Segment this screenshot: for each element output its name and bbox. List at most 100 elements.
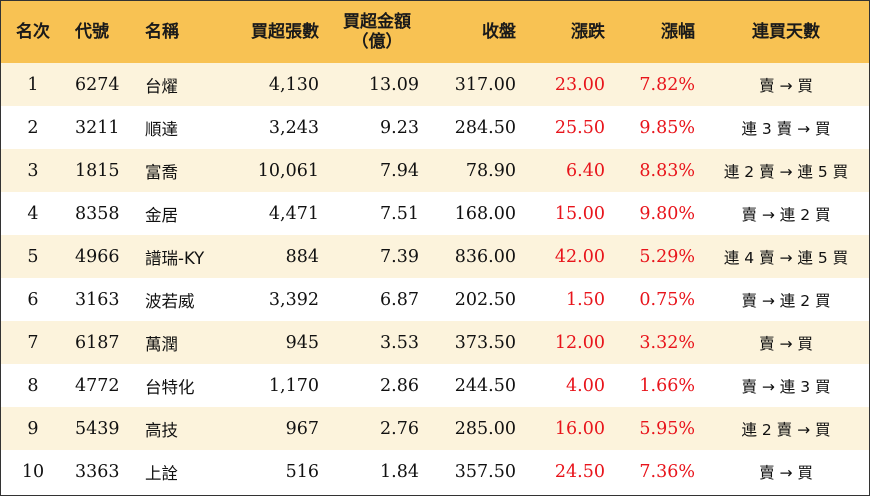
header-name: 名稱: [145, 22, 179, 42]
cell-close: 168.00: [454, 203, 516, 224]
cell-net-amount: 7.39: [380, 246, 419, 267]
cell-name: 台燿: [145, 76, 178, 96]
header-net-amount-line2: （億）: [351, 32, 403, 52]
header-net-amount: 買超金額 （億）: [327, 1, 427, 63]
cell-net-amount: 7.51: [380, 203, 419, 224]
cell-net-lots: 4,471: [268, 203, 319, 224]
cell-rank: 10: [21, 461, 45, 482]
cell-streak: 賣 → 連 3 買: [741, 377, 831, 396]
cell-net-lots: 3,392: [268, 289, 319, 310]
table-row: 9 5439 高技 967 2.76 285.00 16.00 5.95% 連 2 賣 → 買: [1, 407, 869, 450]
cell-pct: 5.29%: [639, 246, 695, 267]
cell-code: 4772: [75, 375, 120, 396]
header-rank: 名次: [16, 22, 50, 42]
cell-pct: 9.80%: [639, 203, 695, 224]
cell-close: 244.50: [454, 375, 516, 396]
cell-close: 317.00: [454, 74, 516, 95]
cell-net-amount: 9.23: [380, 117, 419, 138]
header-close: 收盤: [482, 22, 516, 42]
cell-rank: 7: [27, 332, 39, 353]
header-net-lots: 買超張數: [251, 22, 319, 42]
cell-rank: 4: [27, 203, 39, 224]
cell-rank: 5: [27, 246, 39, 267]
cell-change: 15.00: [554, 203, 605, 224]
table-row: 4 8358 金居 4,471 7.51 168.00 15.00 9.80% 賣 → 連 2 …: [1, 192, 869, 235]
cell-close: 836.00: [454, 246, 516, 267]
cell-net-lots: 1,170: [268, 375, 319, 396]
cell-pct: 0.75%: [639, 289, 695, 310]
cell-code: 5439: [75, 418, 120, 439]
cell-rank: 3: [27, 160, 39, 181]
table-header-row: 名次 代號 名稱 買超張數 買超金額 （億） 收盤 漲跌 漲幅 連買天數: [1, 1, 869, 63]
cell-streak: 賣 → 買: [759, 334, 813, 353]
cell-code: 6187: [75, 332, 120, 353]
cell-net-amount: 6.87: [380, 289, 419, 310]
cell-close: 78.90: [465, 160, 516, 181]
cell-net-amount: 2.76: [380, 418, 419, 439]
cell-name: 譜瑞-KY: [145, 248, 205, 268]
cell-close: 284.50: [454, 117, 516, 138]
cell-rank: 6: [27, 289, 39, 310]
cell-rank: 9: [27, 418, 39, 439]
cell-close: 357.50: [454, 461, 516, 482]
cell-pct: 9.85%: [639, 117, 695, 138]
cell-net-lots: 10,061: [257, 160, 319, 181]
header-net-amount-line1: 買超金額: [343, 12, 411, 32]
table-row: 2 3211 順達 3,243 9.23 284.50 25.50 9.85% 連 3 賣 → …: [1, 106, 869, 149]
cell-change: 16.00: [554, 418, 605, 439]
cell-name: 順達: [145, 119, 178, 139]
cell-net-amount: 3.53: [380, 332, 419, 353]
cell-name: 富喬: [145, 162, 178, 182]
cell-pct: 8.83%: [639, 160, 695, 181]
header-streak: 連買天數: [752, 22, 820, 42]
table-row: 5 4966 譜瑞-KY 884 7.39 836.00 42.00 5.29% 連 4 賣 →…: [1, 235, 869, 278]
cell-streak: 賣 → 買: [759, 76, 813, 95]
cell-name: 萬潤: [145, 334, 178, 354]
cell-pct: 5.95%: [639, 418, 695, 439]
cell-code: 4966: [75, 246, 120, 267]
cell-net-lots: 967: [285, 418, 319, 439]
cell-streak: 連 3 賣 → 買: [741, 119, 831, 138]
table-row: 10 3363 上詮 516 1.84 357.50 24.50 7.36% 賣 → 買: [1, 450, 869, 493]
cell-code: 1815: [75, 160, 120, 181]
cell-streak: 賣 → 連 2 買: [741, 291, 831, 310]
cell-change: 1.50: [566, 289, 605, 310]
cell-net-amount: 13.09: [368, 74, 419, 95]
cell-change: 6.40: [566, 160, 605, 181]
cell-streak: 連 2 賣 → 連 5 買: [723, 162, 849, 181]
table-row: 8 4772 台特化 1,170 2.86 244.50 4.00 1.66% 賣 → 連 3 …: [1, 364, 869, 407]
cell-pct: 1.66%: [639, 375, 695, 396]
cell-close: 202.50: [454, 289, 516, 310]
cell-rank: 1: [27, 74, 39, 95]
cell-change: 24.50: [554, 461, 605, 482]
cell-pct: 3.32%: [639, 332, 695, 353]
header-pct: 漲幅: [661, 22, 695, 42]
cell-code: 3211: [75, 117, 120, 138]
cell-code: 8358: [75, 203, 120, 224]
table-row: 3 1815 富喬 10,061 7.94 78.90 6.40 8.83% 連 2 賣 → 連…: [1, 149, 869, 192]
cell-name: 金居: [145, 205, 178, 225]
cell-net-lots: 4,130: [268, 74, 319, 95]
table-body: 1 6274 台燿 4,130 13.09 317.00 23.00 7.82% 賣 → 買 2 3…: [1, 63, 869, 493]
cell-close: 373.50: [454, 332, 516, 353]
cell-streak: 賣 → 連 2 買: [741, 205, 831, 224]
cell-pct: 7.82%: [639, 74, 695, 95]
cell-net-lots: 945: [285, 332, 319, 353]
cell-net-amount: 2.86: [380, 375, 419, 396]
cell-change: 12.00: [554, 332, 605, 353]
cell-name: 高技: [145, 420, 178, 440]
cell-change: 42.00: [554, 246, 605, 267]
header-change: 漲跌: [571, 22, 605, 42]
cell-net-amount: 1.84: [380, 461, 419, 482]
cell-streak: 連 4 賣 → 連 5 買: [723, 248, 849, 267]
table-row: 7 6187 萬潤 945 3.53 373.50 12.00 3.32% 賣 → 買: [1, 321, 869, 364]
cell-close: 285.00: [454, 418, 516, 439]
cell-rank: 2: [27, 117, 39, 138]
cell-streak: 賣 → 買: [759, 463, 813, 482]
cell-code: 3163: [75, 289, 120, 310]
cell-pct: 7.36%: [639, 461, 695, 482]
cell-change: 4.00: [566, 375, 605, 396]
cell-net-lots: 884: [285, 246, 319, 267]
